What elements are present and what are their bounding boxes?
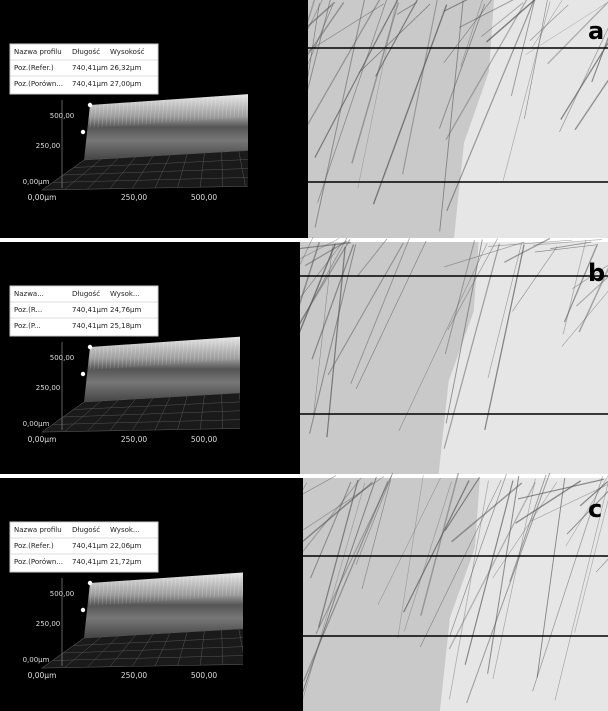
table-header: Wysok... xyxy=(110,526,140,534)
table-header: Nazwa... xyxy=(14,290,44,298)
table-cell: Poz.(Refer.) xyxy=(14,64,54,72)
table-cell: Poz.(Refer.) xyxy=(14,542,54,550)
panel-letter: a xyxy=(588,17,604,45)
surface xyxy=(84,94,256,160)
table-cell: 740,41µm xyxy=(72,542,108,550)
y-label: 0,00µm xyxy=(23,420,50,428)
panel: Nazwa profilu Długość Wysok... Poz.(Refer.)… xyxy=(0,473,608,711)
table-header: Długość xyxy=(72,290,100,298)
y-label: 250,00 xyxy=(36,142,61,150)
x-label: 500,00 xyxy=(191,435,217,444)
table-cell: Poz.(R... xyxy=(14,306,42,314)
table-cell: Poz.(Porówn... xyxy=(14,558,63,566)
marker xyxy=(88,345,92,349)
y-label: 500,00 xyxy=(50,112,75,120)
table-header: Wysokość xyxy=(110,48,145,56)
y-label: 250,00 xyxy=(36,384,61,392)
marker xyxy=(81,608,85,612)
table-cell: 740,41µm xyxy=(72,64,108,72)
y-label: 500,00 xyxy=(50,354,75,362)
panel-letter: c xyxy=(588,495,602,523)
table-cell: 740,41µm xyxy=(72,80,108,88)
table-cell: 25,18µm xyxy=(110,322,141,330)
table-header: Wysok... xyxy=(110,290,140,298)
x-label: 0,00µm xyxy=(28,435,57,444)
y-label: 500,00 xyxy=(50,590,75,598)
table-cell: 740,41µm xyxy=(72,558,108,566)
y-label: 0,00µm xyxy=(23,656,50,664)
micrograph-clip xyxy=(240,242,300,474)
table-header: Nazwa profilu xyxy=(14,526,62,534)
micrograph-clip xyxy=(248,0,308,238)
x-label: 500,00 xyxy=(191,671,217,680)
panel: Nazwa... Długość Wysok... Poz.(R... 740,41µm… xyxy=(0,237,608,474)
x-label: 250,00 xyxy=(121,435,147,444)
x-label: 0,00µm xyxy=(28,193,57,202)
y-label: 250,00 xyxy=(36,620,61,628)
table-cell: 26,32µm xyxy=(110,64,141,72)
surface xyxy=(84,336,256,402)
x-label: 0,00µm xyxy=(28,671,57,680)
table-cell: 24,76µm xyxy=(110,306,141,314)
figure: Nazwa profilu Długość Wysokość Poz.(Refer.)… xyxy=(0,0,608,711)
table-cell: 740,41µm xyxy=(72,322,108,330)
marker xyxy=(88,103,92,107)
table-cell: Poz.(Porówn... xyxy=(14,80,63,88)
marker xyxy=(81,372,85,376)
x-label: 500,00 xyxy=(191,193,217,202)
x-label: 250,00 xyxy=(121,671,147,680)
table-header: Nazwa profilu xyxy=(14,48,62,56)
panel-letter: b xyxy=(588,259,605,287)
marker xyxy=(81,130,85,134)
table-header: Długość xyxy=(72,526,100,534)
y-label: 0,00µm xyxy=(23,178,50,186)
x-label: 250,00 xyxy=(121,193,147,202)
table-cell: 22,06µm xyxy=(110,542,141,550)
table-header: Długość xyxy=(72,48,100,56)
table-cell: 740,41µm xyxy=(72,306,108,314)
table-cell: Poz.(P... xyxy=(14,322,41,330)
micrograph-clip xyxy=(243,478,303,711)
table-cell: 21,72µm xyxy=(110,558,141,566)
marker xyxy=(88,581,92,585)
surface xyxy=(84,572,256,638)
table-cell: 27,00µm xyxy=(110,80,141,88)
panel: Nazwa profilu Długość Wysokość Poz.(Refer.)… xyxy=(0,0,608,238)
